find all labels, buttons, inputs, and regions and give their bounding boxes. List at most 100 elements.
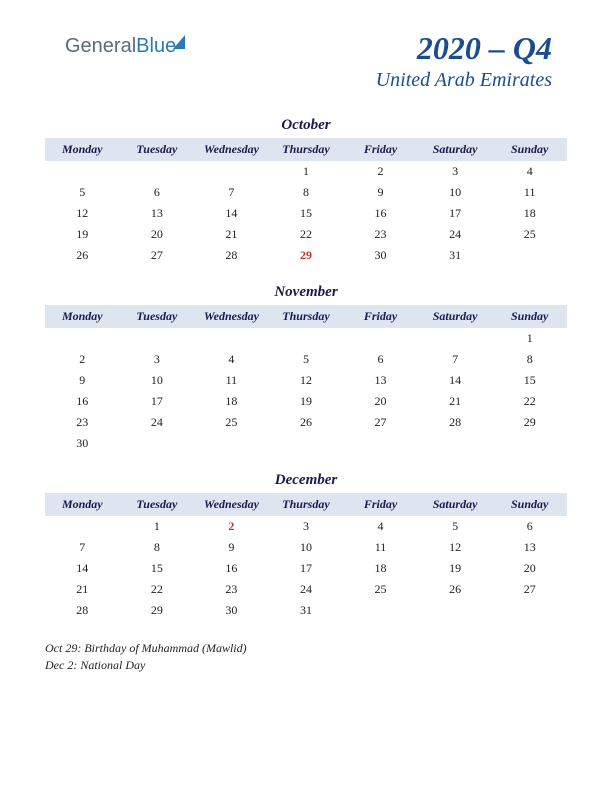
calendar-cell: 6 bbox=[343, 349, 418, 370]
calendar-cell: 24 bbox=[120, 412, 195, 433]
calendar-cell: 2 bbox=[45, 349, 120, 370]
calendar-cell: 11 bbox=[194, 370, 269, 391]
calendar-cell: 11 bbox=[343, 537, 418, 558]
calendar-cell: 5 bbox=[269, 349, 344, 370]
logo-text-2: Blue bbox=[136, 35, 176, 57]
calendar-cell: 8 bbox=[120, 537, 195, 558]
month-name: December bbox=[45, 472, 567, 489]
calendar-cell: 24 bbox=[269, 579, 344, 600]
calendar-cell: 15 bbox=[120, 558, 195, 579]
weekday-header: Monday bbox=[45, 138, 120, 161]
calendar-cell: 16 bbox=[194, 558, 269, 579]
weekday-header: Friday bbox=[343, 305, 418, 328]
logo-triangle-icon bbox=[173, 35, 185, 49]
calendar-row: 2345678 bbox=[45, 349, 567, 370]
calendar-cell: 13 bbox=[343, 370, 418, 391]
calendar-cell: 6 bbox=[492, 516, 567, 537]
calendar-cell: 20 bbox=[492, 558, 567, 579]
calendar-cell: 22 bbox=[269, 224, 344, 245]
calendar-cell bbox=[343, 328, 418, 349]
calendar-cell: 31 bbox=[269, 600, 344, 621]
calendar-cell: 15 bbox=[492, 370, 567, 391]
calendar-row: 262728293031 bbox=[45, 245, 567, 266]
calendar-cell: 27 bbox=[120, 245, 195, 266]
month-name: November bbox=[45, 284, 567, 301]
calendar-cell: 10 bbox=[269, 537, 344, 558]
holiday-note: Oct 29: Birthday of Muhammad (Mawlid) bbox=[45, 641, 567, 656]
weekday-header: Sunday bbox=[492, 305, 567, 328]
calendar-cell: 25 bbox=[492, 224, 567, 245]
calendar-cell: 26 bbox=[269, 412, 344, 433]
calendar-cell bbox=[120, 328, 195, 349]
weekday-header: Tuesday bbox=[120, 138, 195, 161]
calendar-cell: 9 bbox=[343, 182, 418, 203]
calendar-cell: 10 bbox=[418, 182, 493, 203]
calendar-cell bbox=[194, 161, 269, 182]
calendar-cell: 12 bbox=[45, 203, 120, 224]
calendar-cell: 4 bbox=[343, 516, 418, 537]
calendar-table: MondayTuesdayWednesdayThursdayFridaySatu… bbox=[45, 138, 567, 266]
calendar-cell bbox=[194, 328, 269, 349]
weekday-header: Thursday bbox=[269, 305, 344, 328]
calendar-cell: 16 bbox=[45, 391, 120, 412]
calendar-cell: 12 bbox=[418, 537, 493, 558]
weekday-header: Thursday bbox=[269, 138, 344, 161]
weekday-header: Saturday bbox=[418, 493, 493, 516]
calendar-cell: 5 bbox=[418, 516, 493, 537]
weekday-header: Sunday bbox=[492, 138, 567, 161]
calendar-row: 12131415161718 bbox=[45, 203, 567, 224]
calendar-row: 1 bbox=[45, 328, 567, 349]
calendar-row: 567891011 bbox=[45, 182, 567, 203]
calendar-cell: 22 bbox=[120, 579, 195, 600]
calendar-cell: 17 bbox=[120, 391, 195, 412]
calendar-cell: 8 bbox=[269, 182, 344, 203]
calendar-cell: 28 bbox=[194, 245, 269, 266]
calendar-cell: 13 bbox=[120, 203, 195, 224]
calendar-cell: 22 bbox=[492, 391, 567, 412]
calendar-cell: 7 bbox=[194, 182, 269, 203]
calendar-cell: 12 bbox=[269, 370, 344, 391]
calendar-cell bbox=[492, 433, 567, 454]
weekday-header: Wednesday bbox=[194, 138, 269, 161]
page-subtitle: United Arab Emirates bbox=[45, 69, 552, 92]
calendar-cell bbox=[120, 433, 195, 454]
weekday-header: Friday bbox=[343, 138, 418, 161]
calendar-cell: 19 bbox=[418, 558, 493, 579]
calendar-cell: 2 bbox=[194, 516, 269, 537]
calendar-cell bbox=[343, 600, 418, 621]
calendar-cell: 17 bbox=[418, 203, 493, 224]
calendar-cell: 7 bbox=[418, 349, 493, 370]
calendar-table: MondayTuesdayWednesdayThursdayFridaySatu… bbox=[45, 305, 567, 454]
weekday-header: Tuesday bbox=[120, 305, 195, 328]
calendar-row: 14151617181920 bbox=[45, 558, 567, 579]
logo-text-1: General bbox=[65, 35, 136, 57]
calendar-cell: 20 bbox=[343, 391, 418, 412]
calendar-cell bbox=[492, 245, 567, 266]
calendar-cell: 27 bbox=[492, 579, 567, 600]
calendar-cell: 21 bbox=[194, 224, 269, 245]
calendar-cell: 6 bbox=[120, 182, 195, 203]
calendar-cell bbox=[492, 600, 567, 621]
calendar-cell bbox=[418, 600, 493, 621]
calendar-row: 1234 bbox=[45, 161, 567, 182]
calendar-cell bbox=[269, 433, 344, 454]
calendar-cell: 1 bbox=[120, 516, 195, 537]
weekday-header: Saturday bbox=[418, 138, 493, 161]
calendar-cell: 15 bbox=[269, 203, 344, 224]
calendar-cell: 26 bbox=[45, 245, 120, 266]
calendar-cell bbox=[269, 328, 344, 349]
month-block: DecemberMondayTuesdayWednesdayThursdayFr… bbox=[45, 472, 567, 621]
calendar-cell: 14 bbox=[194, 203, 269, 224]
calendar-row: 23242526272829 bbox=[45, 412, 567, 433]
calendar-cell: 19 bbox=[269, 391, 344, 412]
calendar-cell: 3 bbox=[269, 516, 344, 537]
calendar-cell: 26 bbox=[418, 579, 493, 600]
weekday-header: Wednesday bbox=[194, 493, 269, 516]
calendar-row: 9101112131415 bbox=[45, 370, 567, 391]
calendar-cell: 25 bbox=[194, 412, 269, 433]
calendar-cell: 30 bbox=[343, 245, 418, 266]
calendar-cell: 29 bbox=[269, 245, 344, 266]
weekday-header: Tuesday bbox=[120, 493, 195, 516]
calendar-row: 28293031 bbox=[45, 600, 567, 621]
calendar-cell bbox=[45, 516, 120, 537]
